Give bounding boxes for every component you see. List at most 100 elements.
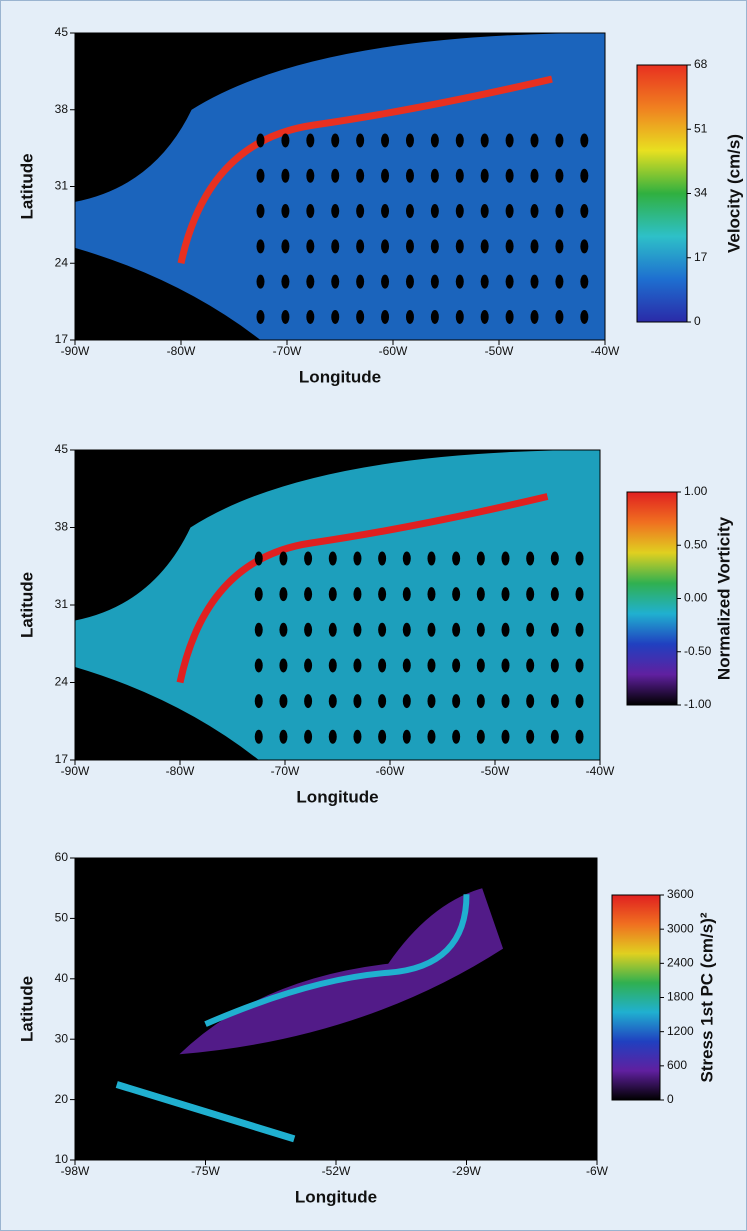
eddy xyxy=(281,204,289,218)
eddy xyxy=(456,169,464,183)
colorbar-tick-label: 600 xyxy=(667,1058,687,1072)
eddy xyxy=(551,730,559,744)
x-tick-label: -40W xyxy=(586,764,615,778)
eddy xyxy=(431,275,439,289)
y-tick-label: 40 xyxy=(55,971,69,985)
eddy xyxy=(279,730,287,744)
eddy xyxy=(526,658,534,672)
eddy xyxy=(481,169,489,183)
colorbar-tick-label: 17 xyxy=(694,250,708,264)
x-tick-label: -40W xyxy=(591,344,620,358)
eddy xyxy=(353,658,361,672)
eddy xyxy=(427,694,435,708)
eddy xyxy=(431,204,439,218)
eddy xyxy=(456,310,464,324)
eddy xyxy=(279,587,287,601)
eddy xyxy=(555,204,563,218)
eddy xyxy=(279,694,287,708)
eddy xyxy=(257,275,265,289)
eddy xyxy=(526,552,534,566)
eddy xyxy=(580,275,588,289)
eddy xyxy=(304,587,312,601)
eddy xyxy=(406,204,414,218)
eddy xyxy=(304,658,312,672)
eddy xyxy=(257,169,265,183)
y-tick-label: 31 xyxy=(55,597,69,611)
eddy xyxy=(356,133,364,147)
x-tick-label: -70W xyxy=(271,764,300,778)
colorbar-tick-label: 0 xyxy=(694,314,701,328)
eddy xyxy=(356,169,364,183)
eddy xyxy=(353,623,361,637)
colorbar-label: Velocity (cm/s) xyxy=(724,134,743,253)
eddy xyxy=(378,587,386,601)
eddy xyxy=(452,552,460,566)
eddy xyxy=(477,552,485,566)
eddy xyxy=(526,730,534,744)
eddy xyxy=(456,204,464,218)
x-tick-label: -29W xyxy=(452,1164,481,1178)
eddy xyxy=(526,587,534,601)
y-tick-label: 31 xyxy=(55,179,69,193)
eddy xyxy=(576,552,584,566)
eddy xyxy=(555,310,563,324)
x-axis-label: Longitude xyxy=(296,787,378,806)
y-tick-label: 38 xyxy=(55,102,69,116)
eddy xyxy=(506,169,514,183)
eddy xyxy=(531,310,539,324)
eddy xyxy=(531,133,539,147)
eddy xyxy=(281,133,289,147)
x-tick-label: -52W xyxy=(322,1164,351,1178)
eddy xyxy=(406,169,414,183)
eddy xyxy=(531,239,539,253)
eddy xyxy=(452,623,460,637)
eddy xyxy=(481,204,489,218)
colorbar-tick-label: 3000 xyxy=(667,921,694,935)
eddy xyxy=(526,694,534,708)
eddy xyxy=(281,239,289,253)
colorbar-label: Stress 1st PC (cm/s)² xyxy=(697,912,716,1082)
eddy xyxy=(331,169,339,183)
eddy xyxy=(576,694,584,708)
y-tick-label: 17 xyxy=(55,332,69,346)
eddy xyxy=(551,587,559,601)
eddy xyxy=(304,623,312,637)
colorbar-tick-label: 1200 xyxy=(667,1024,694,1038)
eddy xyxy=(353,694,361,708)
eddy xyxy=(381,169,389,183)
eddy xyxy=(356,204,364,218)
eddy xyxy=(281,275,289,289)
eddy xyxy=(403,730,411,744)
eddy xyxy=(502,658,510,672)
eddy xyxy=(306,204,314,218)
eddy xyxy=(306,169,314,183)
y-tick-label: 20 xyxy=(55,1092,69,1106)
eddy xyxy=(427,587,435,601)
colorbar xyxy=(627,492,677,705)
eddy xyxy=(306,275,314,289)
eddy xyxy=(331,310,339,324)
eddy xyxy=(502,623,510,637)
eddy xyxy=(381,239,389,253)
eddy xyxy=(477,694,485,708)
eddy xyxy=(580,169,588,183)
y-tick-label: 24 xyxy=(55,255,69,269)
x-tick-label: -50W xyxy=(481,764,510,778)
eddy xyxy=(381,204,389,218)
eddy xyxy=(378,552,386,566)
eddy xyxy=(427,623,435,637)
eddy xyxy=(477,587,485,601)
eddy xyxy=(431,169,439,183)
eddy xyxy=(331,133,339,147)
colorbar-tick-label: 1800 xyxy=(667,990,694,1004)
x-tick-label: -50W xyxy=(485,344,514,358)
eddy xyxy=(456,133,464,147)
eddy xyxy=(378,623,386,637)
eddy xyxy=(257,133,265,147)
eddy xyxy=(257,204,265,218)
eddy xyxy=(502,587,510,601)
eddy xyxy=(431,310,439,324)
colorbar-tick-label: 0.50 xyxy=(684,537,708,551)
x-tick-label: -80W xyxy=(166,764,195,778)
colorbar-tick-label: 3600 xyxy=(667,887,694,901)
